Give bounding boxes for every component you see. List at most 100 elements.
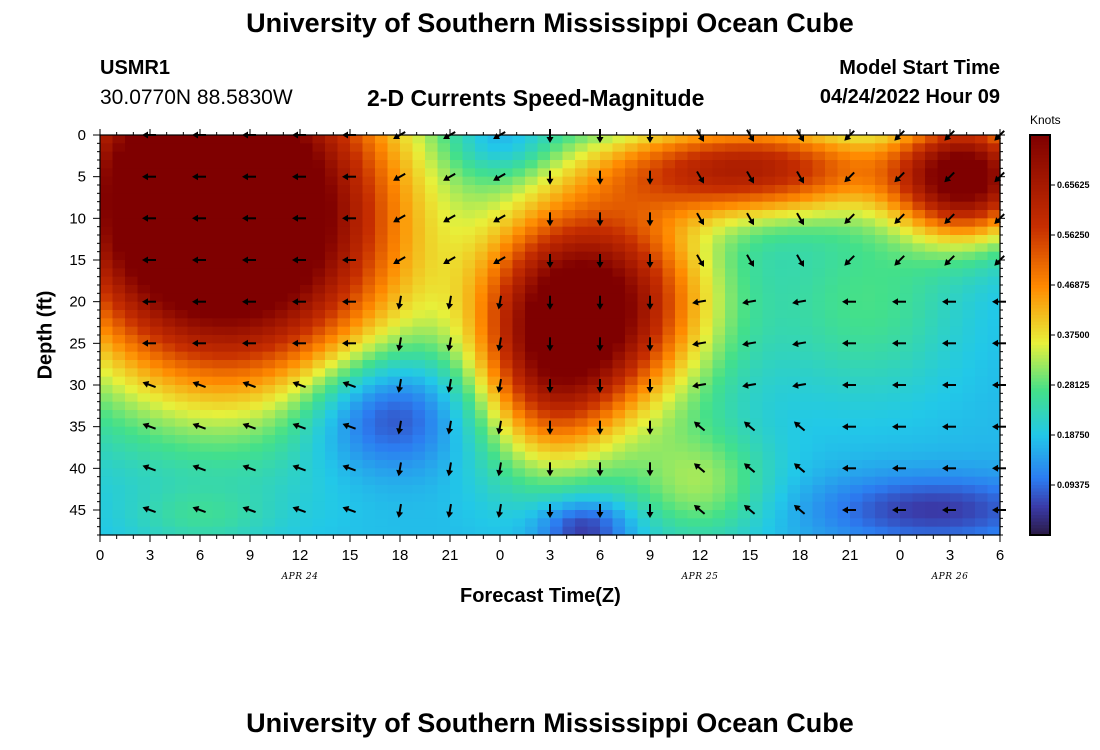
speed-cell [662,210,676,219]
speed-cell [762,385,776,394]
speed-cell [462,293,476,303]
speed-cell [737,251,751,261]
speed-cell [512,143,526,153]
speed-cell [150,218,164,228]
speed-cell [425,476,439,486]
speed-cell [425,135,439,144]
speed-cell [212,360,226,369]
speed-cell [212,460,226,469]
speed-cell [750,201,764,211]
speed-cell [887,301,901,311]
speed-cell [675,310,689,319]
speed-cell [537,493,551,503]
speed-cell [812,251,826,261]
speed-cell [875,335,889,344]
speed-cell [700,151,714,161]
page-title: University of Southern Mississippi Ocean… [246,8,854,38]
colorbar-segment [1030,391,1050,396]
speed-cell [437,401,451,411]
speed-cell [837,343,851,353]
speed-cell [700,368,714,378]
speed-cell [662,176,676,186]
speed-cell [350,501,364,511]
speed-cell [262,168,276,178]
current-arrow [743,463,756,473]
arrow-head [396,344,404,352]
speed-cell [612,210,626,219]
speed-cell [512,326,526,336]
speed-cell [700,310,714,319]
speed-cell [200,268,214,278]
speed-cell [400,135,414,144]
speed-cell [287,526,301,536]
current-arrow [443,172,456,181]
current-arrow [546,462,554,477]
speed-cell [475,318,489,328]
current-arrow [792,298,807,306]
speed-cell [825,501,839,511]
speed-cell [475,160,489,169]
speed-cell [837,526,851,536]
speed-cell [712,143,726,153]
speed-cell [137,418,151,428]
speed-cell [650,360,664,369]
speed-cell [437,310,451,319]
speed-cell [912,301,926,311]
arrow-head [596,345,604,352]
speed-cell [462,335,476,344]
speed-cell [775,301,789,311]
speed-cell [100,501,114,511]
speed-cell [762,193,776,203]
speed-cell [662,276,676,286]
speed-cell [687,393,701,403]
speed-cell [737,235,751,244]
speed-cell [600,251,614,261]
speed-cell [675,343,689,353]
speed-cell [125,443,139,453]
speed-cell [137,443,151,453]
speed-cell [475,285,489,294]
speed-cell [750,318,764,328]
speed-cell [112,168,126,178]
speed-cell [750,443,764,453]
speed-cell [687,418,701,428]
speed-cell [450,401,464,411]
speed-cell [575,351,589,361]
speed-cell [987,143,1001,153]
speed-cell [837,301,851,311]
speed-cell [625,301,639,311]
speed-cell [562,401,576,411]
colorbar-segment [1030,355,1050,359]
speed-cell [137,526,151,536]
speed-cell [587,443,601,453]
speed-cell [950,285,964,294]
speed-cell [350,301,364,311]
speed-cell [687,343,701,353]
speed-cell [887,326,901,336]
speed-cell [262,301,276,311]
speed-cell [300,260,314,269]
speed-cell [387,376,401,386]
speed-cell [625,243,639,253]
speed-cell [100,185,114,194]
speed-cell [562,285,576,294]
speed-cell [775,343,789,353]
speed-cell [150,210,164,219]
speed-cell [450,285,464,294]
speed-cell [750,410,764,419]
speed-cell [912,376,926,386]
speed-cell [637,318,651,328]
speed-cell [312,501,326,511]
speed-cell [987,285,1001,294]
speed-cell [750,435,764,444]
speed-cell [675,293,689,303]
speed-cell [537,318,551,328]
speed-cell [887,251,901,261]
speed-cell [325,260,339,269]
speed-cell [425,185,439,194]
speed-cell [975,310,989,319]
speed-cell [137,401,151,411]
arrow-head [342,173,348,181]
arrow-head [292,422,300,430]
speed-cell [800,160,814,169]
